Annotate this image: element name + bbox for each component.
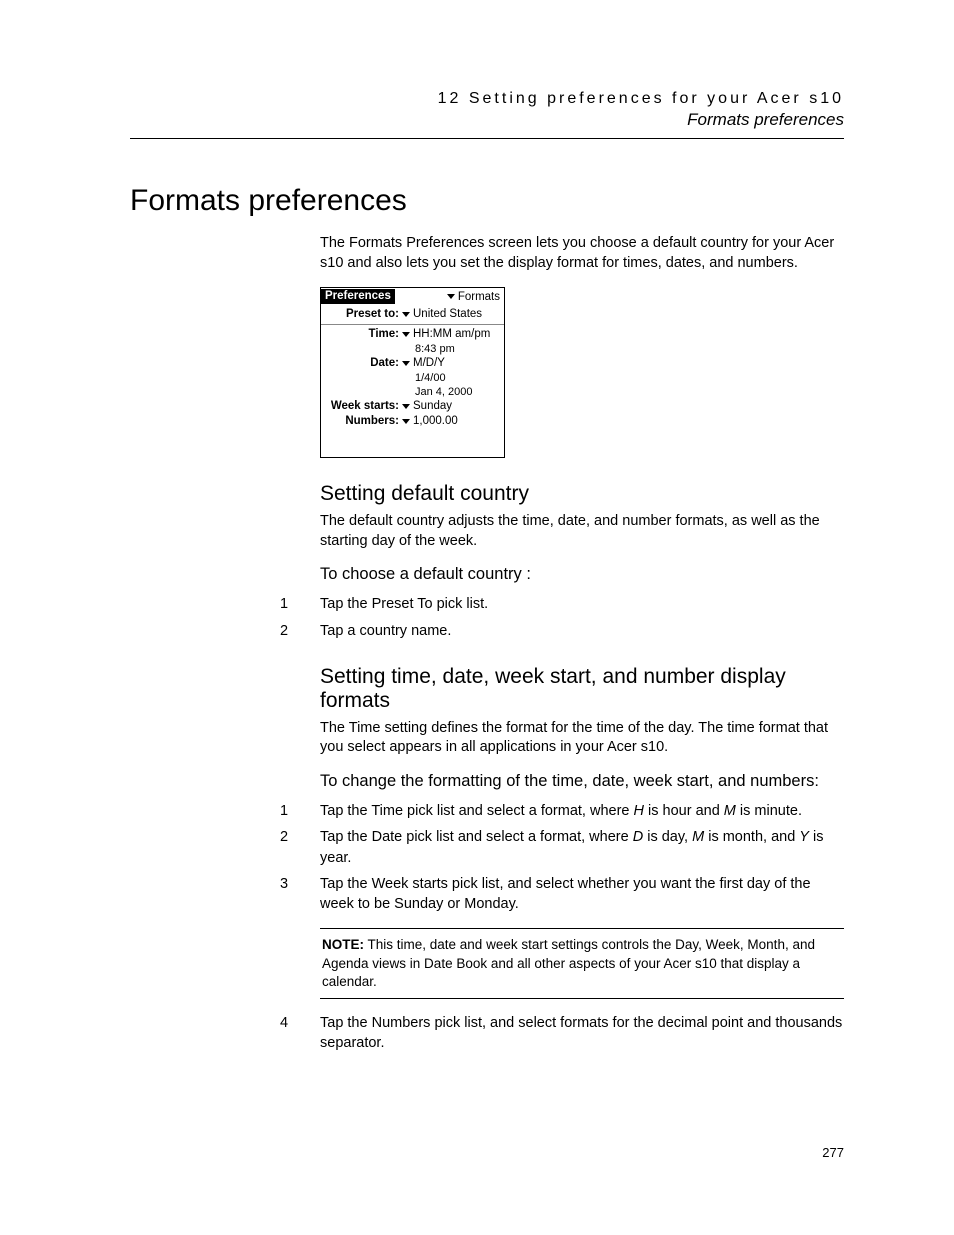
list-item: 4Tap the Numbers pick list, and select f… — [280, 1013, 844, 1054]
header-rule — [130, 138, 844, 139]
list-item: 2Tap a country name. — [280, 621, 844, 641]
note-box: NOTE: This time, date and week start set… — [320, 928, 844, 999]
steps-list-2: 1 Tap the Time pick list and select a fo… — [280, 801, 844, 914]
dropdown-icon — [447, 294, 455, 299]
subheading-formats: Setting time, date, week start, and numb… — [320, 665, 844, 713]
time-example: 8:43 pm — [321, 342, 504, 356]
numbers-picker[interactable]: 1,000.00 — [402, 414, 458, 429]
page-number: 277 — [822, 1145, 844, 1160]
steps-list-1: 1Tap the Preset To pick list. 2Tap a cou… — [280, 594, 844, 641]
procedure-heading-1: To choose a default country : — [320, 565, 844, 584]
page-title: Formats preferences — [130, 184, 844, 218]
palm-titlebar: Preferences Formats — [321, 288, 504, 305]
manual-page: 12 Setting preferences for your Acer s10… — [0, 0, 954, 1235]
date-example-2: Jan 4, 2000 — [321, 385, 504, 399]
list-item: 2 Tap the Date pick list and select a fo… — [280, 827, 844, 868]
date-label: Date: — [324, 356, 402, 371]
procedure-heading-2: To change the formatting of the time, da… — [320, 772, 844, 791]
preset-picker[interactable]: United States — [402, 307, 482, 322]
dropdown-icon — [402, 332, 410, 337]
preset-label: Preset to: — [324, 307, 402, 322]
dropdown-icon — [402, 404, 410, 409]
dropdown-icon — [402, 419, 410, 424]
default-country-body: The default country adjusts the time, da… — [320, 512, 844, 551]
steps-list-3: 4Tap the Numbers pick list, and select f… — [280, 1013, 844, 1054]
note-label: NOTE: — [322, 937, 364, 952]
palm-category-picker[interactable]: Formats — [447, 291, 504, 303]
intro-paragraph: The Formats Preferences screen lets you … — [320, 234, 844, 273]
subheading-default-country: Setting default country — [320, 482, 844, 506]
numbers-label: Numbers: — [324, 414, 402, 429]
time-label: Time: — [324, 327, 402, 342]
palm-menu-label: Formats — [458, 291, 500, 303]
time-picker[interactable]: HH:MM am/pm — [402, 327, 490, 342]
formats-body: The Time setting defines the format for … — [320, 719, 844, 758]
section-label: Formats preferences — [130, 110, 844, 130]
note-text: This time, date and week start settings … — [322, 937, 815, 988]
date-example-1: 1/4/00 — [321, 371, 504, 385]
date-picker[interactable]: M/D/Y — [402, 356, 445, 371]
list-item: 1Tap the Preset To pick list. — [280, 594, 844, 614]
palm-app-title: Preferences — [321, 289, 395, 304]
week-label: Week starts: — [324, 399, 402, 414]
week-picker[interactable]: Sunday — [402, 399, 452, 414]
list-item: 3Tap the Week starts pick list, and sele… — [280, 874, 844, 915]
preferences-screenshot: Preferences Formats Preset to: United St… — [320, 287, 505, 458]
list-item: 1 Tap the Time pick list and select a fo… — [280, 801, 844, 821]
chapter-label: 12 Setting preferences for your Acer s10 — [130, 90, 844, 108]
running-header: 12 Setting preferences for your Acer s10… — [130, 90, 844, 130]
dropdown-icon — [402, 312, 410, 317]
dropdown-icon — [402, 361, 410, 366]
